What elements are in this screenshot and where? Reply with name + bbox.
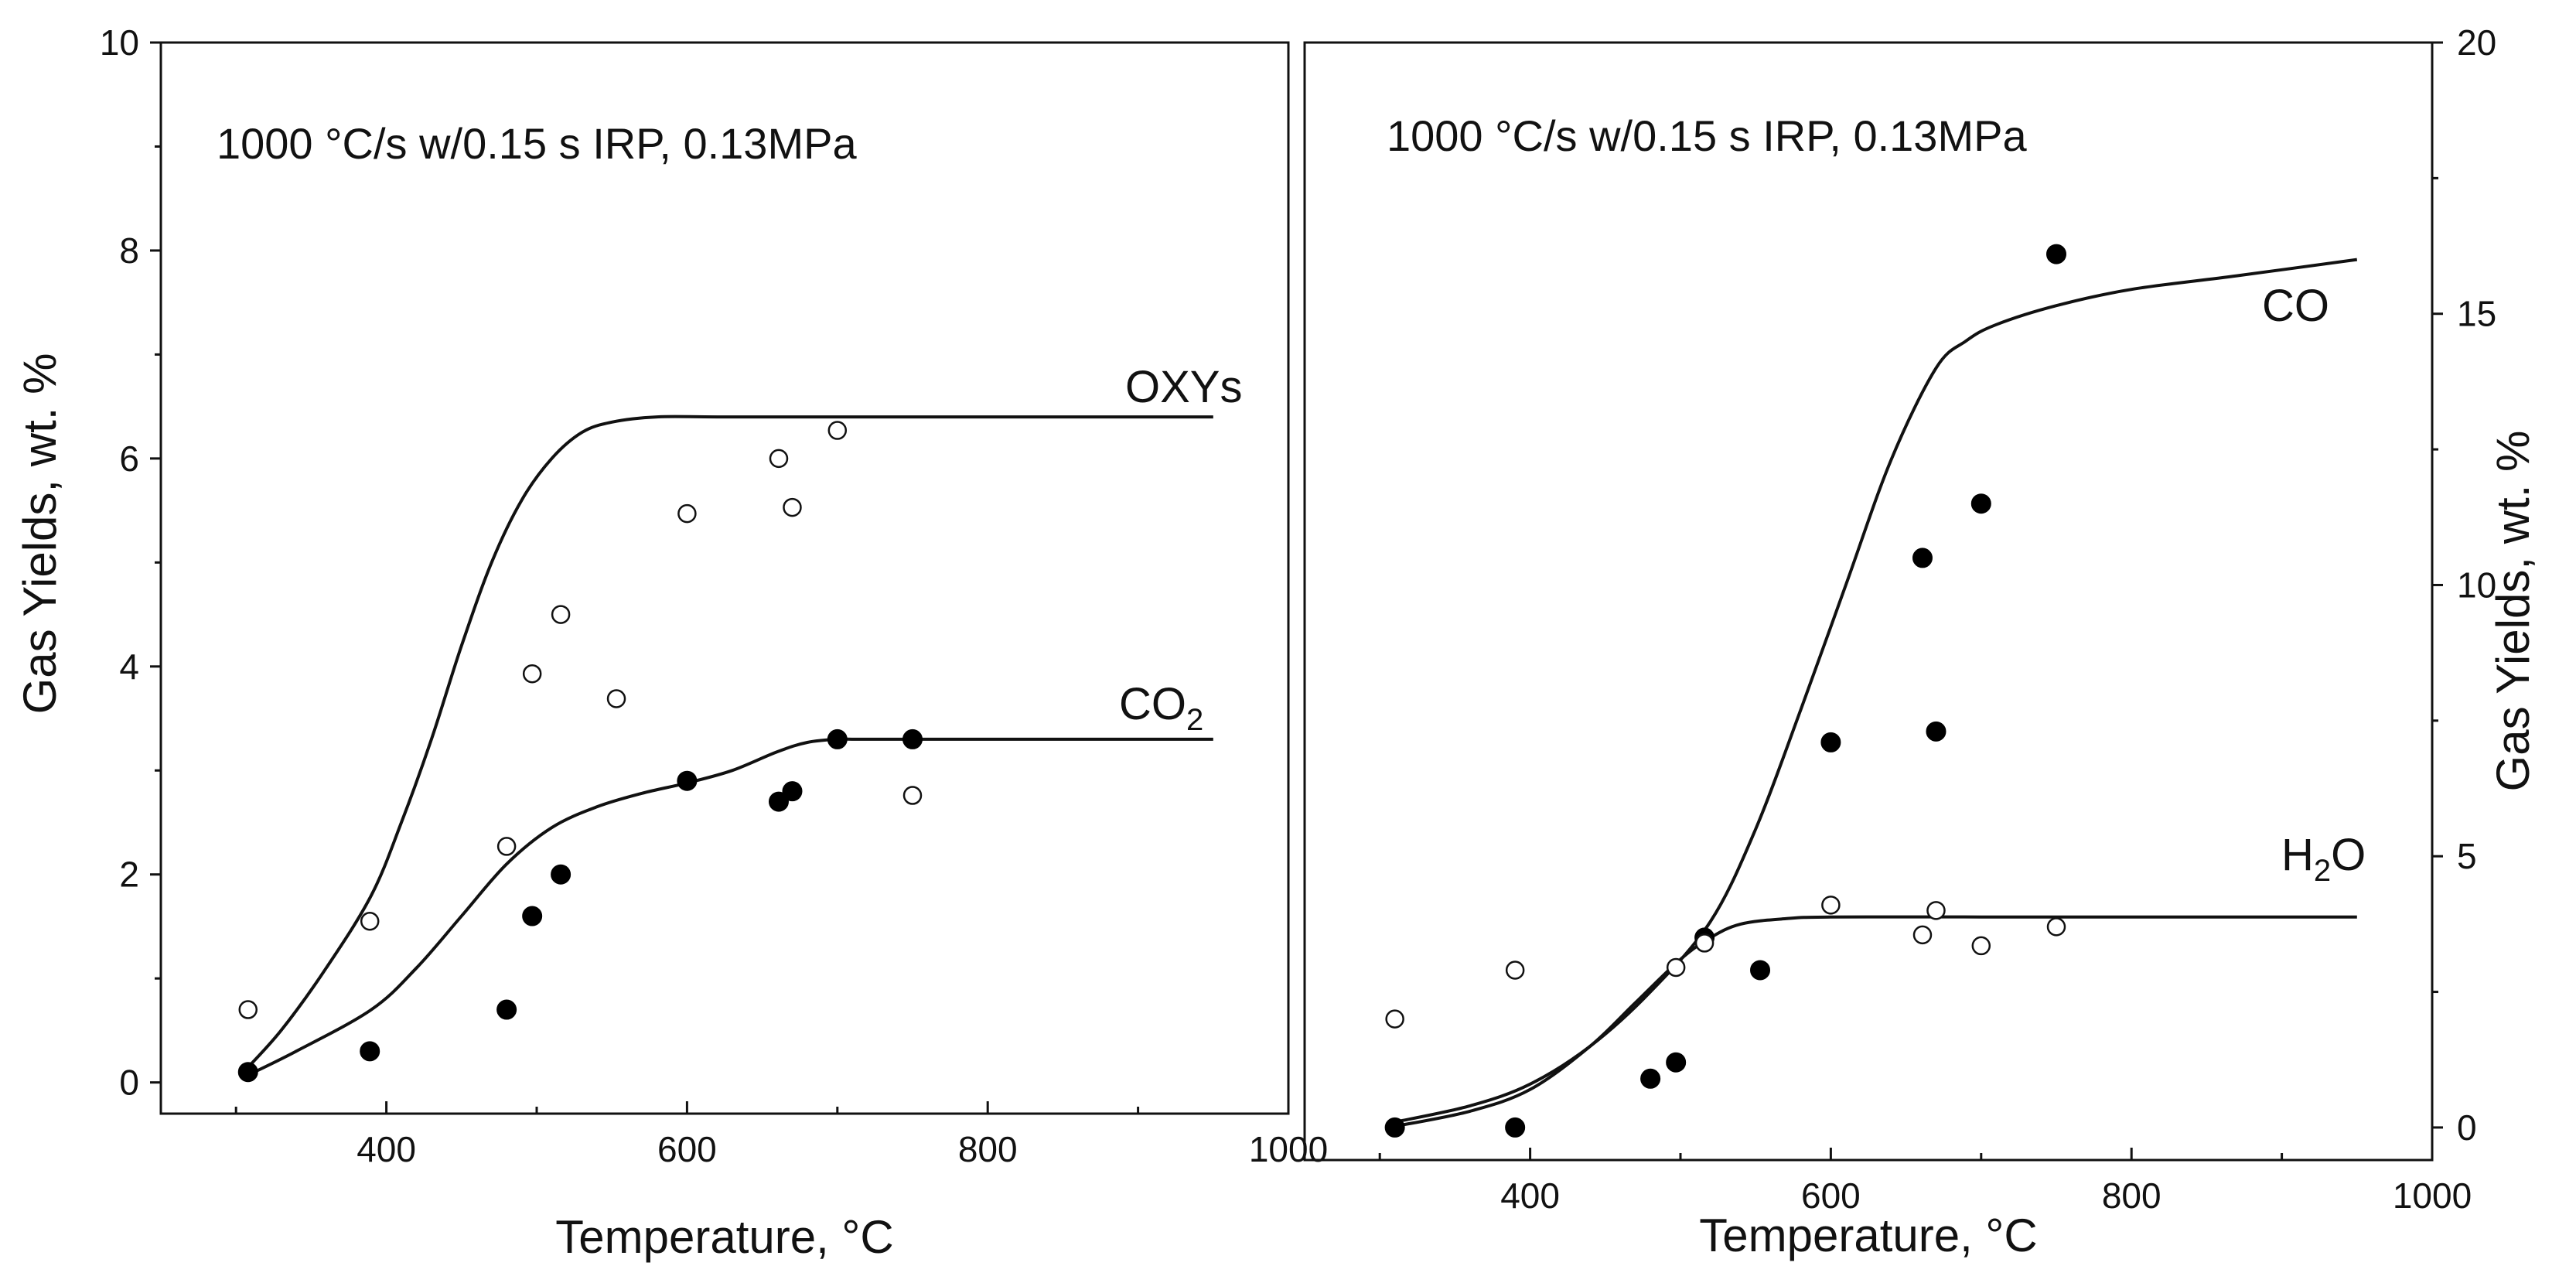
filled-data-point: [237, 1062, 258, 1083]
filled-data-point: [2046, 244, 2066, 264]
open-data-point: [783, 497, 802, 517]
condition-annotation: 1000 °C/s w/0.15 s IRP, 0.13MPa: [217, 119, 857, 168]
filled-data-point: [1640, 1068, 1661, 1089]
series-label-subscript: 2: [2314, 854, 2331, 888]
open-data-point: [1505, 961, 1525, 980]
y-tick-label: 0: [119, 1063, 139, 1103]
filled-data-point: [1384, 1117, 1405, 1138]
y-tick-label: 10: [100, 22, 139, 63]
filled-data-point: [1912, 548, 1933, 568]
series-label-co2: CO2: [1119, 679, 1203, 737]
open-data-point: [496, 837, 517, 856]
x-tick-label: 800: [958, 1129, 1018, 1169]
open-data-point: [827, 421, 848, 440]
open-data-point: [1821, 896, 1841, 915]
y-tick-label: 20: [2457, 22, 2496, 63]
filled-data-point: [1970, 493, 1991, 514]
filled-data-point: [1750, 960, 1771, 981]
series-label-tail: O: [2331, 830, 2366, 880]
x-axis-label: Temperature, °C: [1699, 1210, 2038, 1261]
x-tick-label: 800: [2102, 1176, 2161, 1216]
open-data-point: [606, 689, 626, 708]
filled-data-point: [1820, 732, 1841, 752]
filled-data-point: [782, 781, 803, 802]
open-data-point: [1694, 933, 1714, 953]
x-tick-label: 400: [1500, 1176, 1560, 1216]
filled-data-point: [677, 770, 698, 791]
x-tick-label: 600: [1801, 1176, 1861, 1216]
series-line-h2o: [1394, 915, 2357, 1128]
series-label-main: H: [2281, 830, 2314, 880]
open-data-point: [1926, 901, 1946, 920]
y-tick-label: 0: [2457, 1107, 2477, 1148]
filled-data-point: [827, 729, 848, 749]
open-data-point: [769, 449, 789, 469]
x-tick-label: 600: [657, 1129, 717, 1169]
open-data-point: [238, 1000, 258, 1019]
open-data-point: [677, 503, 697, 524]
series-label-subscript: 2: [1186, 703, 1203, 737]
condition-annotation: 1000 °C/s w/0.15 s IRP, 0.13MPa: [1387, 111, 2027, 160]
y-axis-label: Gas Yields, wt. %: [2487, 431, 2539, 792]
y-tick-label: 4: [119, 647, 139, 687]
open-data-point: [1666, 957, 1686, 978]
open-data-point: [522, 664, 542, 684]
y-tick-label: 5: [2457, 836, 2477, 876]
y-tick-label: 15: [2457, 294, 2496, 334]
y-axis-label: Gas Yields, wt. %: [14, 353, 66, 715]
open-data-point: [1971, 936, 1991, 956]
series-line-oxys: [242, 415, 1213, 1073]
y-tick-label: 6: [119, 438, 139, 479]
series-line-co2: [243, 737, 1213, 1079]
series-label-oxys: OXYs: [1125, 362, 1243, 412]
filled-data-point: [1666, 1052, 1687, 1073]
x-tick-label: 400: [357, 1129, 416, 1169]
open-data-point: [551, 605, 571, 624]
filled-data-point: [360, 1041, 380, 1062]
filled-data-point: [1926, 721, 1947, 742]
filled-data-point: [496, 999, 517, 1020]
series-label-h2o: H2O: [2281, 830, 2366, 888]
plot-frame: [1303, 41, 2434, 1162]
series-label-main: CO: [1119, 679, 1186, 729]
filled-data-point: [522, 906, 543, 926]
filled-data-point: [551, 864, 571, 885]
y-tick-label: 8: [119, 230, 139, 271]
series-line-co: [1394, 258, 2358, 1124]
chart-panel-2: 400 600 800 1000 0 5 10 15 20 Temperature, °C Gas …: [1303, 22, 2539, 1261]
chart-panel-1: 400 600 800 1000 0 2 4 6 8 10 Temperature, °C Gas Y…: [14, 22, 1328, 1263]
filled-data-point: [1505, 1117, 1526, 1138]
filled-data-point: [902, 729, 923, 749]
y-tick-label: 2: [119, 855, 139, 895]
open-data-point: [1912, 925, 1933, 945]
x-tick-label: 1000: [2393, 1176, 2472, 1216]
x-tick-label: 1000: [1249, 1129, 1328, 1169]
open-data-point: [2046, 917, 2066, 937]
x-axis-label: Temperature, °C: [555, 1211, 894, 1263]
series-label-co: CO: [2262, 281, 2329, 331]
open-data-point: [360, 911, 380, 931]
filled-data-point: [768, 791, 789, 812]
open-data-point: [902, 786, 923, 805]
open-data-point: [1385, 1009, 1404, 1029]
y-tick-label: 10: [2457, 565, 2496, 605]
plot-frame: [159, 41, 1290, 1115]
